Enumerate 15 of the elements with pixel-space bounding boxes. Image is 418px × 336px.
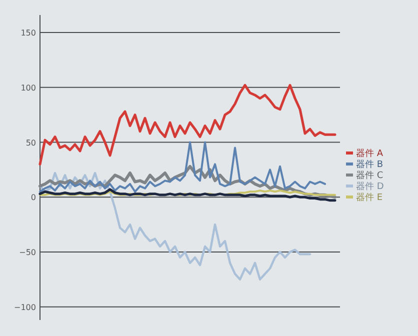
y-tick-label: 150: [20, 28, 36, 38]
y-tick-label: 0: [30, 193, 36, 202]
legend-label: 器件 C: [356, 170, 384, 181]
legend-label: 器件 E: [356, 192, 383, 203]
line-series: [38, 172, 312, 281]
legend-label: 器件 D: [356, 181, 384, 192]
line-series: [38, 188, 336, 202]
y-tick-label: 50: [26, 138, 36, 148]
legend-label: 器件 B: [356, 159, 384, 170]
y-tick-label: −50: [19, 248, 36, 257]
legend-label: 器件 A: [356, 148, 384, 159]
y-tick-label: −100: [14, 302, 36, 312]
y-tick-label: 100: [20, 83, 36, 92]
line-series: [39, 141, 326, 193]
line-series: [38, 84, 336, 166]
